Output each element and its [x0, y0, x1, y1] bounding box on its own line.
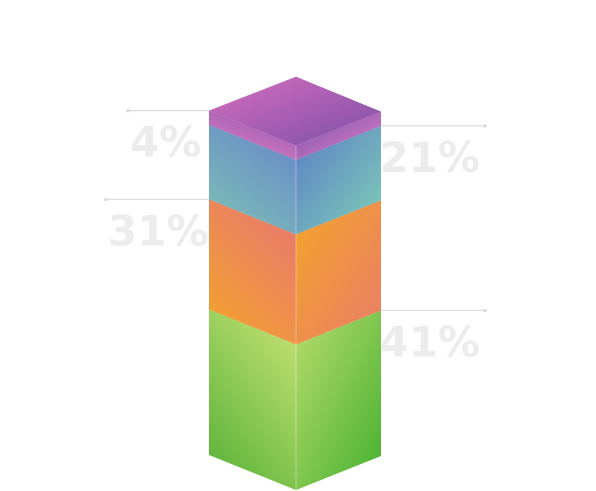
bar-segment-2-left-face	[209, 199, 296, 345]
bar-segment-1-left-face	[209, 309, 296, 490]
bar-segment-3-right-face	[296, 125, 381, 235]
bar-segment-2-right-face	[296, 200, 381, 345]
bar-segment-4-left-face	[209, 110, 296, 160]
value-label-3: 21%	[379, 133, 480, 182]
value-labels: 41% 31% 21% 4%	[104, 108, 487, 366]
leader-line-end-3	[483, 124, 487, 128]
value-label-4: 4%	[130, 118, 201, 167]
leader-line-end-1	[483, 308, 487, 313]
leader-line-end-2	[104, 197, 108, 202]
bar-segment-1-right-face	[296, 310, 381, 490]
value-label-2: 31%	[108, 206, 209, 255]
value-label-1: 41%	[379, 317, 480, 366]
bar-top-face	[209, 76, 381, 146]
bar-segment-4-right-face	[296, 111, 381, 160]
bar-segment-3-left-face	[209, 124, 296, 235]
bar-stack	[209, 76, 381, 490]
leader-line-end-4	[126, 108, 130, 113]
